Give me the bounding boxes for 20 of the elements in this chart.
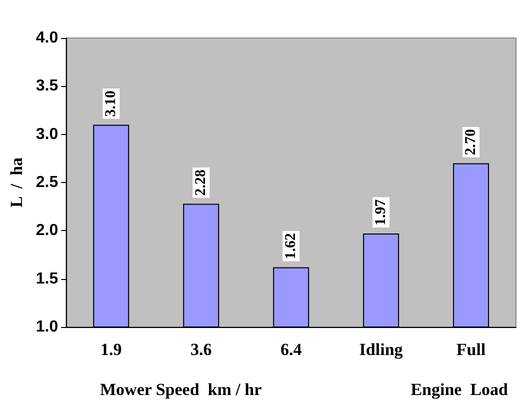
x-tick-label: Full: [456, 340, 486, 359]
y-tick-label: 1.5: [36, 270, 58, 288]
x-tick-label: Idling: [359, 340, 404, 359]
x-axis-title: Mower Speed km / hr: [100, 380, 262, 399]
y-tick-label: 2.0: [36, 222, 58, 240]
data-label: 3.10: [103, 90, 120, 117]
x-tick-label: 1.9: [100, 340, 122, 359]
x-tick-label: 6.4: [280, 340, 302, 359]
y-axis-title: L / ha: [7, 156, 26, 208]
text: Engine Load: [410, 380, 509, 399]
data-label: 1.97: [373, 198, 390, 226]
data-label: 1.62: [283, 233, 300, 260]
y-tick-label: 3.5: [36, 78, 58, 95]
y-tick-label: 1.0: [36, 318, 58, 336]
data-label: 2.28: [193, 169, 210, 196]
y-tick-label: 4.0: [36, 30, 58, 46]
x-tick-label: 3.6: [190, 340, 212, 359]
y-tick-label: 3.0: [36, 126, 58, 143]
data-label: 2.70: [463, 128, 480, 156]
y-tick-label: 2.5: [36, 174, 58, 191]
